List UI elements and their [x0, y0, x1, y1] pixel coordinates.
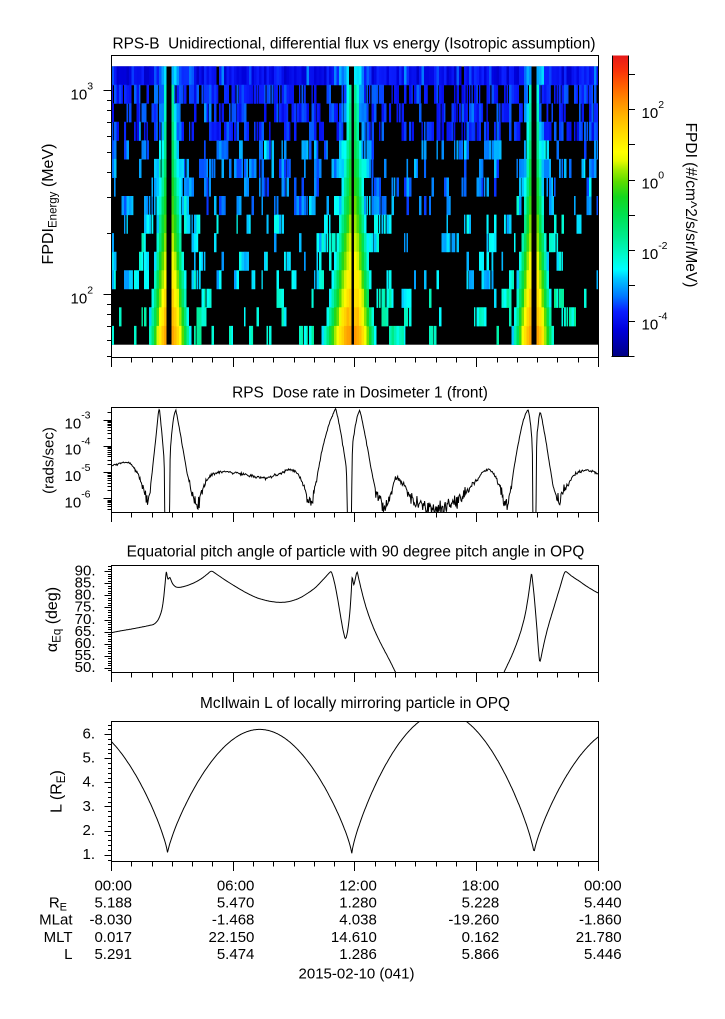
svg-text:3.: 3. — [82, 798, 95, 815]
svg-text:12:00: 12:00 — [339, 877, 377, 894]
svg-text:22.150: 22.150 — [209, 929, 255, 946]
svg-text:RPS-B Unidirectional, differe: RPS-B Unidirectional, differential flux … — [112, 36, 595, 53]
svg-text:5.440: 5.440 — [584, 895, 622, 912]
svg-text:2015-02-10 (041): 2015-02-10 (041) — [299, 966, 415, 983]
svg-text:MLat: MLat — [39, 912, 73, 929]
svg-text:-1.860: -1.860 — [579, 912, 622, 929]
svg-text:-1.468: -1.468 — [212, 912, 255, 929]
svg-text:80.: 80. — [75, 587, 96, 604]
svg-text:5.866: 5.866 — [462, 946, 500, 963]
svg-text:1.: 1. — [82, 846, 95, 863]
svg-text:5.474: 5.474 — [217, 946, 255, 963]
svg-text:06:00: 06:00 — [217, 877, 255, 894]
svg-text:1.286: 1.286 — [339, 946, 377, 963]
svg-text:00:00: 00:00 — [584, 877, 622, 894]
svg-text:14.610: 14.610 — [331, 929, 377, 946]
svg-text:RPS Dose rate in Dosimeter 1: RPS Dose rate in Dosimeter 1 (front) — [232, 385, 488, 402]
svg-text:5.446: 5.446 — [584, 946, 622, 963]
svg-text:MLT: MLT — [44, 929, 73, 946]
svg-text:00:00: 00:00 — [94, 877, 132, 894]
svg-text:85.: 85. — [75, 575, 96, 592]
svg-text:-8.030: -8.030 — [89, 912, 132, 929]
svg-text:70.: 70. — [75, 611, 96, 628]
svg-text:McIlwain L of locally mirrorin: McIlwain L of locally mirroring particle… — [200, 695, 510, 712]
svg-text:0.017: 0.017 — [94, 929, 132, 946]
svg-text:1.280: 1.280 — [339, 895, 377, 912]
svg-text:75.: 75. — [75, 599, 96, 616]
svg-text:5.470: 5.470 — [217, 895, 255, 912]
svg-text:4.: 4. — [82, 774, 95, 791]
svg-text:4.038: 4.038 — [339, 912, 377, 929]
svg-text:5.188: 5.188 — [94, 895, 132, 912]
svg-text:90.: 90. — [75, 563, 96, 580]
svg-text:FPDI (#/cm^2/s/sr/MeV): FPDI (#/cm^2/s/sr/MeV) — [682, 123, 699, 288]
svg-text:FPDIEnergy (MeV): FPDIEnergy (MeV) — [40, 144, 60, 265]
svg-text:60.: 60. — [75, 635, 96, 652]
svg-text:0.162: 0.162 — [462, 929, 500, 946]
svg-text:18:00: 18:00 — [462, 877, 500, 894]
svg-text:2.: 2. — [82, 822, 95, 839]
svg-text:5.228: 5.228 — [462, 895, 500, 912]
svg-text:65.: 65. — [75, 623, 96, 640]
svg-text:50.: 50. — [75, 659, 96, 676]
svg-text:21.780: 21.780 — [576, 929, 622, 946]
svg-text:5.: 5. — [82, 750, 95, 767]
svg-text:(rads/sec): (rads/sec) — [41, 427, 58, 494]
svg-text:55.: 55. — [75, 647, 96, 664]
svg-text:5.291: 5.291 — [94, 946, 132, 963]
svg-text:L: L — [64, 946, 72, 963]
svg-text:Equatorial pitch angle of part: Equatorial pitch angle of particle with … — [127, 544, 585, 561]
svg-text:6.: 6. — [82, 726, 95, 743]
svg-text:-19.260: -19.260 — [448, 912, 499, 929]
